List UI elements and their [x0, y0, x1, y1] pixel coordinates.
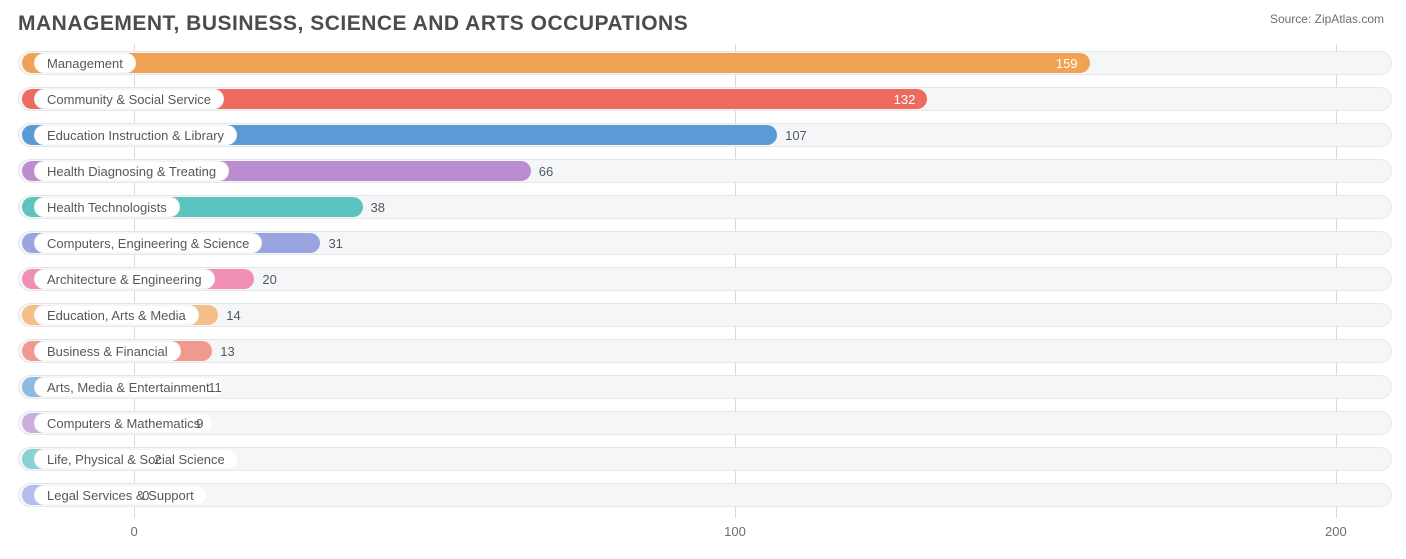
category-pill: Life, Physical & Social Science [34, 449, 238, 469]
category-pill: Legal Services & Support [34, 485, 207, 505]
bar-row: Education Instruction & Library 107 [14, 120, 1396, 150]
bar-value: 11 [200, 377, 222, 397]
source-label: Source: [1270, 12, 1311, 26]
bar-row: Health Technologists 38 [14, 192, 1396, 222]
bar-value: 20 [254, 269, 276, 289]
bar-row: Architecture & Engineering 20 [14, 264, 1396, 294]
category-pill: Business & Financial [34, 341, 181, 361]
bar-value: 0 [134, 485, 149, 505]
bar-value: 31 [320, 233, 342, 253]
chart-plot: Management159 Community & Social Service1… [14, 44, 1396, 518]
bar-value: 9 [188, 413, 203, 433]
bar-value: 107 [777, 125, 807, 145]
bar-track [18, 483, 1392, 507]
bar-value: 66 [531, 161, 553, 181]
category-pill: Education, Arts & Media [34, 305, 199, 325]
chart-area: Management159 Community & Social Service1… [14, 44, 1396, 549]
category-pill: Health Technologists [34, 197, 180, 217]
category-pill: Architecture & Engineering [34, 269, 215, 289]
bar-value: 2 [146, 449, 161, 469]
category-pill: Education Instruction & Library [34, 125, 237, 145]
bar-track [18, 411, 1392, 435]
bar-value: 13 [212, 341, 234, 361]
bar-row: Computers & Mathematics9 [14, 408, 1396, 438]
category-pill: Arts, Media & Entertainment [34, 377, 223, 397]
category-pill: Computers & Mathematics [34, 413, 213, 433]
bar-row: Computers, Engineering & Science 31 [14, 228, 1396, 258]
bar-row: Business & Financial 13 [14, 336, 1396, 366]
source-attribution: Source: ZipAtlas.com [1270, 12, 1384, 26]
source-site: ZipAtlas.com [1315, 12, 1384, 26]
bar-row: Legal Services & Support0 [14, 480, 1396, 510]
bar-track [18, 375, 1392, 399]
bar-value: 38 [363, 197, 385, 217]
x-axis-tick-label: 200 [1325, 524, 1347, 539]
bar-value: 14 [218, 305, 240, 325]
bar-value: 132 [22, 89, 927, 109]
x-axis-tick-label: 0 [131, 524, 138, 539]
bar-row: Health Diagnosing & Treating 66 [14, 156, 1396, 186]
bar-row: Management159 [14, 48, 1396, 78]
bar-value: 159 [22, 53, 1090, 73]
bar-row: Education, Arts & Media 14 [14, 300, 1396, 330]
bar-row: Arts, Media & Entertainment11 [14, 372, 1396, 402]
category-pill: Computers, Engineering & Science [34, 233, 262, 253]
bar-row: Life, Physical & Social Science2 [14, 444, 1396, 474]
category-pill: Health Diagnosing & Treating [34, 161, 229, 181]
bar-row: Community & Social Service132 [14, 84, 1396, 114]
chart-title: MANAGEMENT, BUSINESS, SCIENCE AND ARTS O… [0, 0, 1406, 36]
x-axis-tick-label: 100 [724, 524, 746, 539]
